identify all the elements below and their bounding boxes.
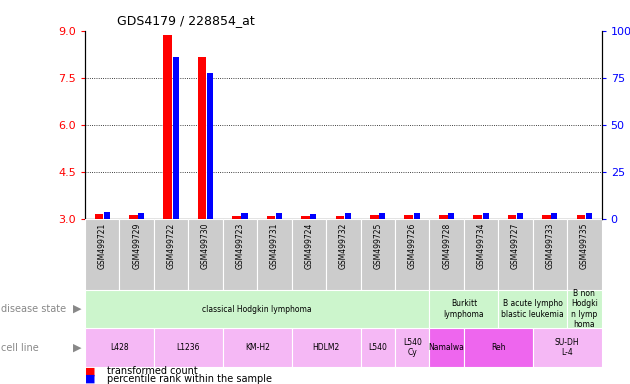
Bar [483,213,489,219]
Bar [542,215,551,219]
Bar [473,215,482,219]
Bar [198,57,207,219]
Bar [120,219,154,290]
Text: HDLM2: HDLM2 [312,343,340,352]
Text: GSM499730: GSM499730 [201,222,210,269]
Bar [154,328,223,367]
Bar [336,216,344,219]
Bar [85,219,120,290]
Text: GSM499732: GSM499732 [339,222,348,269]
Text: ▶: ▶ [74,304,82,314]
Bar [326,219,360,290]
Bar [533,328,602,367]
Text: GSM499726: GSM499726 [408,222,416,269]
Bar [414,213,420,219]
Bar [360,328,395,367]
Bar [517,213,523,219]
Bar [508,215,517,219]
Bar [266,216,275,219]
Text: B acute lympho
blastic leukemia: B acute lympho blastic leukemia [501,300,564,319]
Bar [129,215,137,219]
Bar [379,213,386,219]
Text: L1236: L1236 [176,343,200,352]
Bar [104,212,110,219]
Bar [345,213,351,219]
Bar [586,213,592,219]
Bar [551,213,558,219]
Bar [395,328,430,367]
Text: L428: L428 [110,343,129,352]
Text: GSM499733: GSM499733 [546,222,554,269]
Bar [311,214,316,219]
Bar [567,219,602,290]
Bar [464,328,533,367]
Text: GSM499735: GSM499735 [580,222,589,269]
Bar [257,219,292,290]
Text: GSM499734: GSM499734 [477,222,486,269]
Bar [498,219,533,290]
Text: L540
Cy: L540 Cy [403,338,421,357]
Bar [154,219,188,290]
Bar [448,213,454,219]
Bar [207,73,213,219]
Text: ▶: ▶ [74,343,82,353]
Bar [138,213,144,219]
Bar [567,290,602,328]
Bar [430,219,464,290]
Text: disease state: disease state [1,304,66,314]
Text: GSM499723: GSM499723 [236,222,244,269]
Text: Burkitt
lymphoma: Burkitt lymphoma [444,300,484,319]
Text: transformed count: transformed count [107,366,198,376]
Text: GSM499724: GSM499724 [304,222,313,269]
Bar [576,215,585,219]
Bar [464,219,498,290]
Bar [533,219,567,290]
Bar [439,215,447,219]
Bar [404,215,413,219]
Bar [292,328,360,367]
Bar [232,216,241,219]
Bar [498,290,567,328]
Bar [430,290,498,328]
Text: ■: ■ [85,374,96,384]
Bar [360,219,395,290]
Text: GSM499729: GSM499729 [132,222,141,269]
Bar [223,328,292,367]
Bar [223,219,257,290]
Text: GSM499722: GSM499722 [167,222,176,269]
Text: Reh: Reh [491,343,506,352]
Text: percentile rank within the sample: percentile rank within the sample [107,374,272,384]
Text: B non
Hodgki
n lymp
homa: B non Hodgki n lymp homa [571,289,598,329]
Bar [173,57,179,219]
Bar [430,328,464,367]
Text: KM-H2: KM-H2 [245,343,270,352]
Bar [85,290,430,328]
Bar [292,219,326,290]
Text: GSM499731: GSM499731 [270,222,279,269]
Text: SU-DH
L-4: SU-DH L-4 [555,338,580,357]
Bar [301,216,310,219]
Text: GSM499725: GSM499725 [374,222,382,269]
Bar [163,35,172,219]
Text: GSM499727: GSM499727 [511,222,520,269]
Bar [241,213,248,219]
Bar [395,219,430,290]
Text: GSM499721: GSM499721 [98,222,106,269]
Bar [85,328,154,367]
Bar [370,215,379,219]
Text: classical Hodgkin lymphoma: classical Hodgkin lymphoma [202,305,312,314]
Bar [94,214,103,219]
Text: ■: ■ [85,366,96,376]
Bar [188,219,223,290]
Text: GDS4179 / 228854_at: GDS4179 / 228854_at [117,14,255,27]
Text: L540: L540 [369,343,387,352]
Text: Namalwa: Namalwa [429,343,464,352]
Text: GSM499728: GSM499728 [442,222,451,269]
Bar [276,213,282,219]
Text: cell line: cell line [1,343,39,353]
